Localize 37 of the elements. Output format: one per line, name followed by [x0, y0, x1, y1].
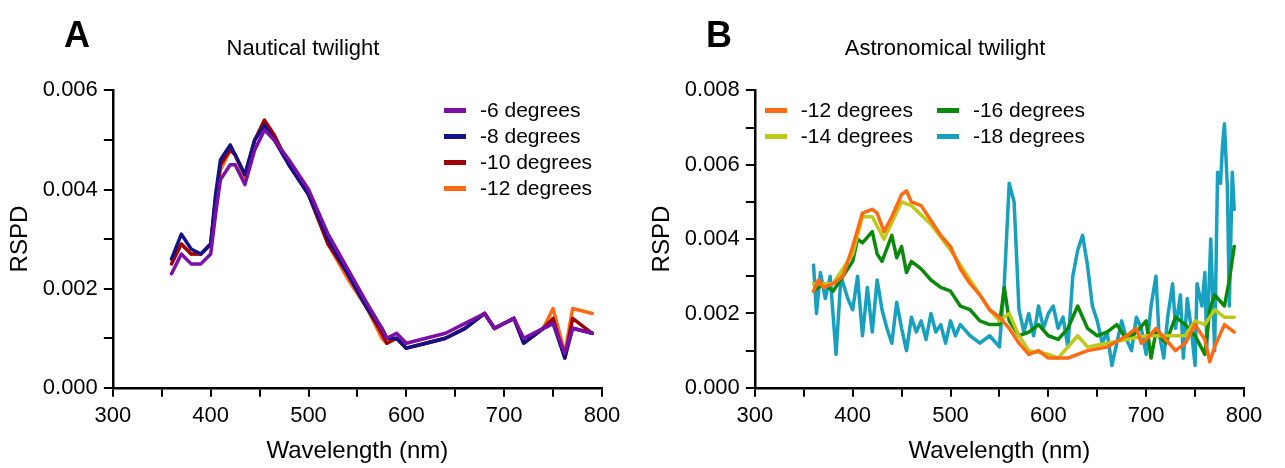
chart-title: Nautical twilight: [226, 35, 380, 61]
x-tick-label: 700: [1127, 402, 1165, 428]
x-axis-title: Wavelength (nm): [908, 436, 1091, 464]
y-tick-label: 0.000: [684, 373, 740, 399]
x-tick-label: 400: [192, 402, 230, 428]
x-tick-label: 300: [94, 402, 132, 428]
x-tick-label: 500: [290, 402, 327, 428]
x-axis-title: Wavelength (nm): [266, 436, 449, 464]
y-tick-label: 0.004: [42, 175, 98, 201]
y-axis-title: RSPD: [5, 205, 33, 273]
x-tick-label: 300: [736, 402, 774, 428]
text: A: [64, 14, 90, 56]
y-tick-label: 0.000: [42, 373, 98, 399]
legend-label: -6 degrees: [480, 98, 581, 123]
legend-label: -8 degrees: [480, 124, 581, 149]
x-tick-label: 500: [932, 402, 969, 428]
legend-label: -12 degrees: [800, 98, 913, 123]
legend-label: -14 degrees: [800, 124, 913, 149]
y-tick-label: 0.002: [42, 274, 98, 300]
chart-title: Astronomical twilight: [844, 35, 1046, 61]
legend-label: -18 degrees: [972, 124, 1085, 149]
y-tick-label: 0.006: [42, 76, 98, 102]
x-tick-label: 700: [485, 402, 523, 428]
legend-label: -10 degrees: [480, 150, 593, 175]
text: B: [706, 14, 732, 56]
y-tick-label: 0.008: [684, 76, 740, 102]
y-axis-title: RSPD: [647, 205, 675, 273]
x-tick-label: 600: [1029, 402, 1067, 428]
legend-label: -16 degrees: [972, 98, 1085, 123]
x-tick-label: 800: [583, 402, 621, 428]
y-tick-label: 0.006: [684, 150, 740, 176]
y-tick-label: 0.004: [684, 225, 740, 251]
x-tick-label: 400: [834, 402, 872, 428]
x-tick-label: 600: [387, 402, 425, 428]
x-tick-label: 800: [1225, 402, 1263, 428]
legend-label: -12 degrees: [480, 176, 593, 201]
y-tick-label: 0.002: [684, 299, 740, 325]
